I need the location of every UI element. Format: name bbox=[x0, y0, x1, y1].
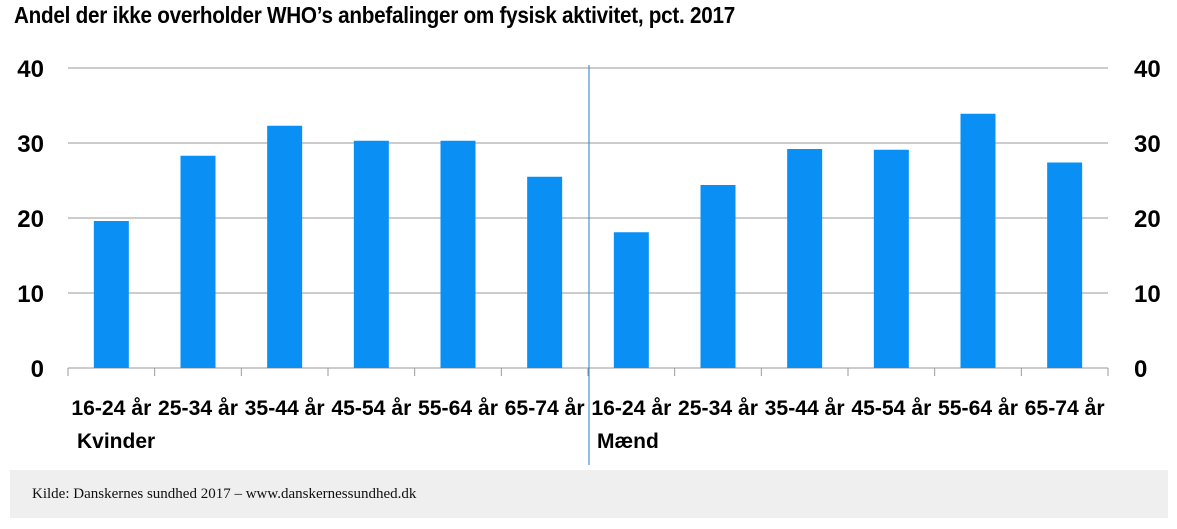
x-tick-label: 16-24 år bbox=[71, 397, 151, 420]
y-tick-label: 30 bbox=[1134, 131, 1161, 158]
x-tick-label: 25-34 år bbox=[678, 397, 758, 420]
bar bbox=[613, 232, 649, 368]
bar bbox=[700, 185, 736, 368]
y-tick-label: 40 bbox=[1134, 56, 1161, 83]
bar bbox=[93, 221, 129, 368]
y-axis-right: 0 10 20 30 40 bbox=[1134, 56, 1161, 383]
group-label: Kvinder bbox=[77, 430, 155, 453]
bar bbox=[440, 140, 476, 368]
bar bbox=[960, 113, 996, 368]
y-tick-label: 0 bbox=[31, 356, 44, 383]
x-tick-label: 16-24 år bbox=[591, 397, 671, 420]
source-footer: Kilde: Danskernes sundhed 2017 – www.dan… bbox=[10, 470, 1168, 518]
bar bbox=[873, 149, 909, 368]
gridlines bbox=[68, 67, 1108, 369]
y-tick-label: 40 bbox=[17, 56, 44, 83]
y-tick-label: 10 bbox=[1134, 281, 1161, 308]
x-tick-label: 45-54 år bbox=[331, 397, 411, 420]
y-tick-label: 20 bbox=[17, 206, 44, 233]
bar bbox=[267, 125, 303, 368]
x-tick-label: 25-34 år bbox=[158, 397, 238, 420]
chart-title: Andel der ikke overholder WHO’s anbefali… bbox=[14, 2, 735, 28]
y-tick-label: 20 bbox=[1134, 206, 1161, 233]
bar bbox=[1047, 162, 1083, 368]
bar-chart: 0 10 20 30 40 0 10 20 30 40 16-24 år 25-34 år 35-4… bbox=[17, 56, 1161, 465]
bar bbox=[527, 176, 563, 368]
bars bbox=[93, 113, 1083, 368]
y-tick-label: 10 bbox=[17, 281, 44, 308]
bar bbox=[787, 149, 823, 368]
x-tick-label: 45-54 år bbox=[851, 397, 931, 420]
x-tick-label: 55-64 år bbox=[418, 397, 498, 420]
group-label: Mænd bbox=[597, 430, 659, 453]
group-labels: Kvinder Mænd bbox=[77, 65, 659, 465]
bar bbox=[353, 140, 389, 368]
x-tick-label: 55-64 år bbox=[938, 397, 1018, 420]
y-tick-label: 30 bbox=[17, 131, 44, 158]
source-text: Kilde: Danskernes sundhed 2017 – www.dan… bbox=[32, 486, 417, 502]
x-tick-label: 35-44 år bbox=[765, 397, 845, 420]
x-tick-label: 65-74 år bbox=[1025, 397, 1105, 420]
bar bbox=[180, 155, 216, 368]
y-axis-left: 0 10 20 30 40 bbox=[17, 56, 44, 383]
x-tick-label: 35-44 år bbox=[245, 397, 325, 420]
x-tick-label: 65-74 år bbox=[505, 397, 585, 420]
y-tick-label: 0 bbox=[1134, 356, 1147, 383]
x-axis: 16-24 år 25-34 år 35-44 år 45-54 år 55-64 år… bbox=[67, 368, 1109, 420]
